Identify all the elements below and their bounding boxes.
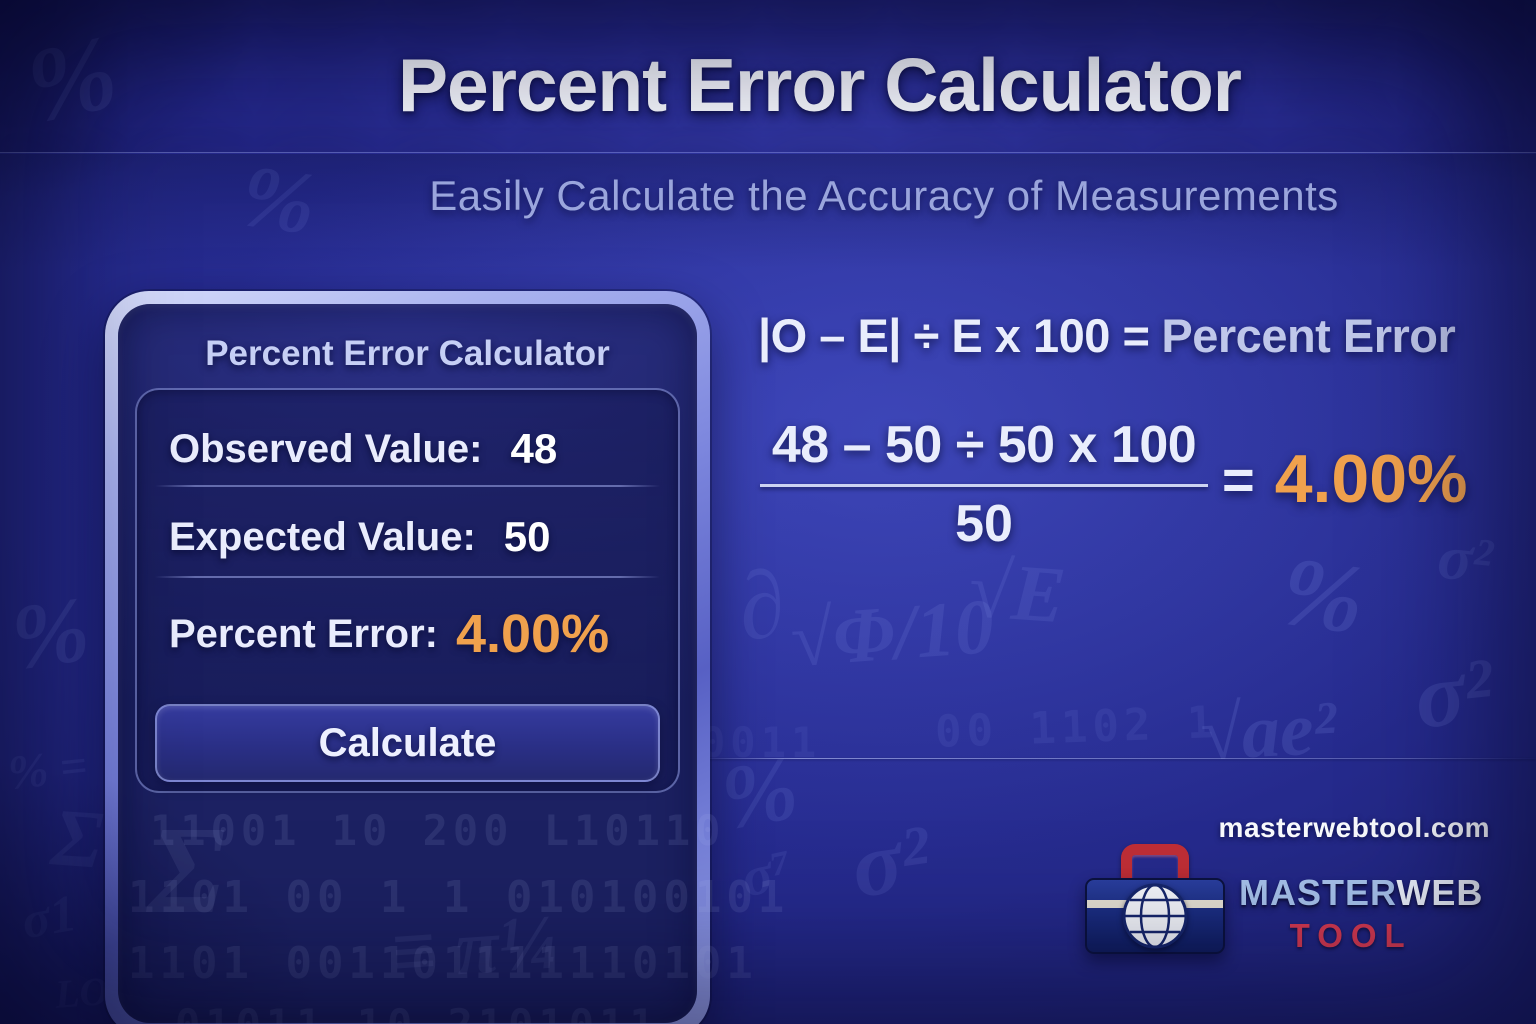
math-symbol: % = — [5, 738, 90, 801]
toolbox-globe-icon — [1085, 842, 1225, 954]
calculator-card-inner: Percent Error Calculator Observed Value:… — [118, 304, 697, 1023]
brand-text-master: MASTER — [1239, 872, 1397, 913]
math-symbol: Σ — [48, 791, 106, 886]
math-symbol: √ae² — [1197, 685, 1339, 777]
math-symbol: σ² — [845, 805, 936, 917]
right-section-divider — [696, 758, 1536, 759]
fraction-bar — [760, 484, 1208, 487]
expected-value-field[interactable]: 50 — [503, 513, 551, 560]
math-symbol: σ1 — [17, 884, 81, 951]
brand-text-web: WEB — [1396, 872, 1484, 913]
math-symbol: 0011 — [700, 718, 822, 767]
worked-example-fraction: 48 – 50 ÷ 50 x 100 50 — [758, 415, 1210, 554]
fraction-denominator: 50 — [955, 495, 1013, 553]
row-divider — [155, 485, 660, 487]
result-value: 4.00% — [1274, 441, 1468, 517]
percent-error-label: Percent Error: — [169, 611, 438, 656]
expected-value-row: Expected Value: 50 — [137, 508, 678, 566]
brand-text-tool: TOOL — [1289, 917, 1413, 954]
fraction-numerator: 48 – 50 ÷ 50 x 100 — [771, 416, 1197, 474]
math-symbol: % — [1274, 536, 1371, 656]
percent-error-value: 4.00% — [455, 604, 610, 664]
brand-wordmark: MASTERWEB TOOL — [1239, 872, 1483, 955]
page-title: Percent Error Calculator — [398, 43, 1242, 127]
percent-error-row: Percent Error: 4.00% — [137, 602, 678, 666]
row-divider — [155, 576, 660, 578]
math-symbol: ∂ — [729, 548, 794, 662]
math-symbol: 00 1102 1 — [934, 697, 1220, 758]
website-url[interactable]: masterwebtool.com — [1218, 812, 1490, 843]
calculator-card: Percent Error Calculator Observed Value:… — [105, 291, 710, 1024]
calculate-button[interactable]: Calculate — [155, 704, 660, 782]
equals-sign: = — [1222, 447, 1255, 511]
math-symbol: σ² — [1434, 520, 1496, 597]
math-symbol: % — [713, 738, 806, 849]
math-symbol: σ⁷ — [736, 838, 798, 910]
globe-icon — [1122, 883, 1188, 949]
expected-value-label: Expected Value: — [169, 514, 476, 559]
observed-value-row: Observed Value: 48 — [137, 420, 678, 478]
general-formula: |O – E| ÷ E x 100 = Percent Error — [758, 308, 1456, 363]
general-formula-expression: |O – E| ÷ E x 100 = — [758, 309, 1150, 362]
page-subtitle: Easily Calculate the Accuracy of Measure… — [429, 172, 1339, 219]
math-symbol: % — [5, 577, 96, 689]
math-symbol: √Φ/10 — [787, 581, 997, 684]
brand-wordmark-line1: MASTERWEB — [1239, 872, 1483, 914]
brand-logo: MASTERWEB TOOL — [1085, 842, 1483, 955]
math-symbol: √E — [965, 545, 1069, 641]
worked-example-result: = 4.00% — [1222, 440, 1468, 518]
calculator-panel: Observed Value: 48 Expected Value: 50 Pe… — [135, 388, 680, 793]
math-symbol: σ² — [1409, 638, 1498, 748]
observed-value-label: Observed Value: — [169, 426, 483, 471]
observed-value-field[interactable]: 48 — [510, 425, 558, 472]
calculator-title: Percent Error Calculator — [205, 334, 610, 373]
general-formula-result-label: Percent Error — [1161, 309, 1456, 362]
